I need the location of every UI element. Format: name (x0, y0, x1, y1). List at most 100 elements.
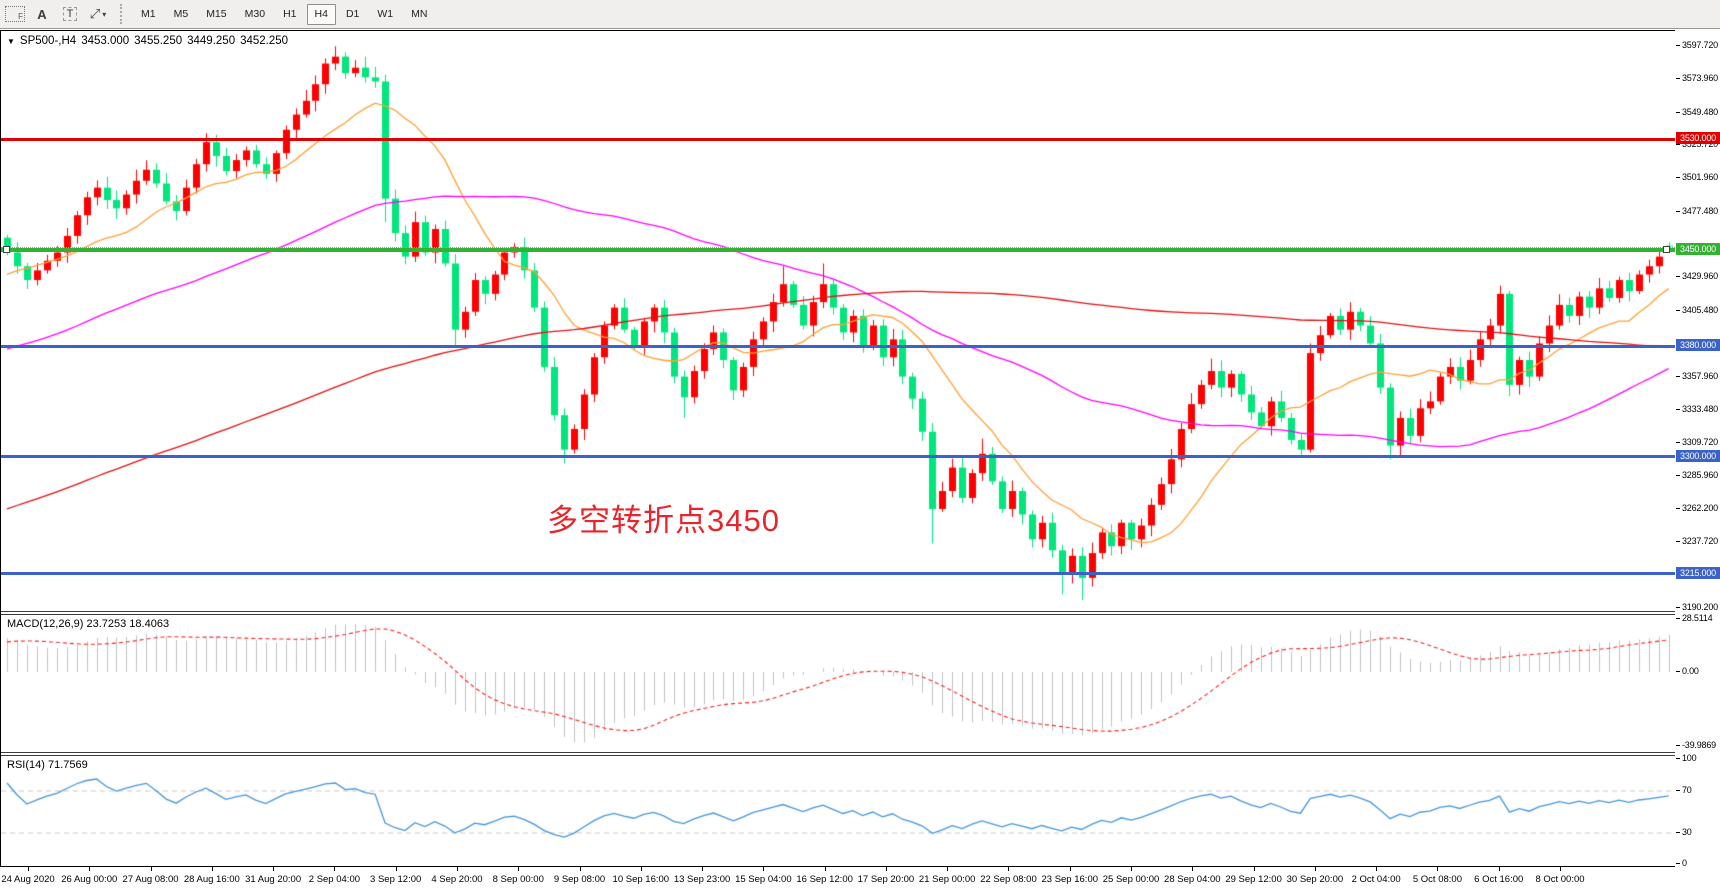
time-tick (763, 867, 765, 871)
rsi-tick-label: 70 (1682, 784, 1692, 795)
text-tool-icon[interactable]: A (30, 3, 54, 25)
date-label: 26 Aug 00:00 (61, 874, 118, 885)
price-tick-label: 3333.480 (1682, 404, 1718, 415)
fibonacci-tool-icon[interactable]: F (2, 3, 26, 25)
candlestick-canvas[interactable] (1, 31, 1675, 611)
price-tick-label: 3405.480 (1682, 305, 1718, 316)
toolbar-grip[interactable] (120, 4, 126, 24)
rsi-panel: RSI(14) 71.7569 (1, 756, 1675, 867)
chevron-down-icon[interactable]: ▾ (102, 9, 107, 19)
hline-handle[interactable] (1663, 246, 1670, 254)
time-tick (1498, 867, 1500, 871)
date-label: 24 Aug 2020 (1, 874, 55, 885)
panel-separator[interactable] (1, 611, 1675, 615)
date-label: 13 Sep 23:00 (673, 874, 731, 885)
time-tick (702, 867, 704, 871)
toolbar: F A T ⤢ ▾ M1 M5 M15 M30 H1 H4 D1 W1 MN (0, 0, 1720, 29)
price-tick (1676, 45, 1680, 46)
price-tick-label: 3190.200 (1682, 601, 1718, 612)
label-tool-icon[interactable]: T (58, 3, 82, 25)
price-tick (1676, 210, 1680, 212)
rsi-label: RSI(14) 71.7569 (7, 759, 88, 771)
time-tick (89, 867, 91, 871)
date-label: 27 Aug 08:00 (122, 874, 179, 885)
time-tick (1437, 867, 1439, 871)
chart-plot-area: ▼ SP500-,H4 3453.000 3455.250 3449.250 3… (0, 30, 1675, 867)
time-tick (824, 867, 826, 871)
time-tick (1008, 867, 1010, 871)
timeframe-button-D1[interactable]: D1 (345, 8, 360, 20)
date-label: 9 Sep 08:00 (553, 874, 606, 885)
price-tick (1676, 310, 1680, 312)
timeframe-button-H4[interactable]: H4 (306, 3, 336, 25)
price-axis[interactable]: 3530.000 3450.000 3380.000 3300.000 3215.000… (1676, 30, 1720, 896)
text-annotation[interactable]: 多空转折点3450 (547, 503, 780, 538)
price-tick (1676, 144, 1680, 146)
panel-separator[interactable] (1, 752, 1675, 756)
price-tick (1676, 541, 1680, 543)
current-price-line (1, 246, 1675, 248)
hline-3300.000[interactable] (1, 455, 1675, 459)
price-tick-label: 3501.960 (1682, 172, 1718, 183)
time-tick (28, 867, 29, 871)
macd-tick-label: -39.9869 (1682, 740, 1716, 751)
hline-handle[interactable] (3, 246, 10, 254)
timeframe-button-M1[interactable]: M1 (141, 8, 156, 20)
price-tick-label: 3573.960 (1682, 72, 1718, 83)
timeframe-button-M15[interactable]: M15 (206, 8, 227, 20)
time-tick (1376, 867, 1378, 871)
rsi-canvas[interactable] (1, 756, 1675, 867)
macd-tick (1676, 618, 1680, 620)
price-tick-label: 3262.200 (1682, 502, 1718, 513)
open-value: 3453.000 (81, 35, 130, 47)
arrows-tool-icon[interactable]: ⤢ ▾ (86, 3, 110, 25)
time-tick (273, 867, 275, 871)
timeframe-button-M5[interactable]: M5 (173, 8, 189, 20)
date-label: 10 Sep 16:00 (612, 874, 670, 885)
time-tick (211, 867, 213, 871)
date-label: 22 Sep 08:00 (980, 874, 1037, 885)
fibonacci-tool-icon: F (5, 6, 25, 22)
date-label: 8 Sep 00:00 (492, 874, 544, 885)
hline-3380.000[interactable] (1, 344, 1675, 348)
low-value: 3449.250 (187, 35, 236, 47)
macd-tick-label: 0.00 (1682, 665, 1699, 676)
rsi-tick (1676, 758, 1680, 759)
hline-3450.000[interactable] (1, 247, 1675, 252)
rsi-tick-label: 100 (1682, 753, 1697, 763)
price-tick (1676, 606, 1680, 608)
hline-3530.000[interactable] (1, 137, 1675, 141)
date-label: 28 Aug 16:00 (183, 874, 240, 885)
time-tick (518, 867, 520, 871)
timeframe-button-M30[interactable]: M30 (244, 8, 266, 20)
time-axis[interactable]: 24 Aug 2020 26 Aug 00:00 27 Aug 08:00 28 Au… (0, 866, 1675, 896)
price-tick-label: 3597.720 (1682, 40, 1718, 50)
timeframe-button-H1[interactable]: H1 (283, 8, 297, 20)
time-tick (1069, 867, 1071, 871)
time-tick (456, 867, 458, 871)
time-tick (334, 867, 336, 871)
timeframe-button-W1[interactable]: W1 (377, 8, 394, 20)
date-label: 21 Sep 00:00 (918, 874, 976, 885)
price-tick-label: 3357.960 (1682, 370, 1718, 381)
date-label: 8 Oct 00:00 (1535, 874, 1585, 885)
macd-panel: MACD(12,26,9) 23.7253 18.4063 (1, 615, 1675, 752)
date-label: 4 Sep 20:00 (431, 874, 483, 885)
time-tick (640, 867, 642, 871)
high-value: 3455.250 (134, 35, 183, 47)
date-label: 2 Oct 04:00 (1351, 874, 1401, 885)
rsi-tick-label: 0 (1682, 858, 1687, 868)
close-value: 3452.250 (240, 35, 289, 47)
date-label: 15 Sep 04:00 (735, 874, 792, 885)
collapse-triangle-icon[interactable]: ▼ (7, 36, 15, 46)
symbol-period-label: SP500-,H4 (19, 35, 77, 47)
macd-canvas[interactable] (1, 615, 1675, 752)
hline-3215.000[interactable] (1, 572, 1675, 576)
price-tick (1676, 177, 1680, 179)
macd-tick (1676, 745, 1680, 747)
price-tick (1676, 507, 1680, 509)
price-tick-label: 3285.960 (1682, 469, 1718, 480)
timeframe-button-MN[interactable]: MN (411, 8, 428, 20)
price-badge-3215.000: 3215.000 (1676, 566, 1720, 579)
price-tick-label: 3549.480 (1682, 106, 1718, 117)
